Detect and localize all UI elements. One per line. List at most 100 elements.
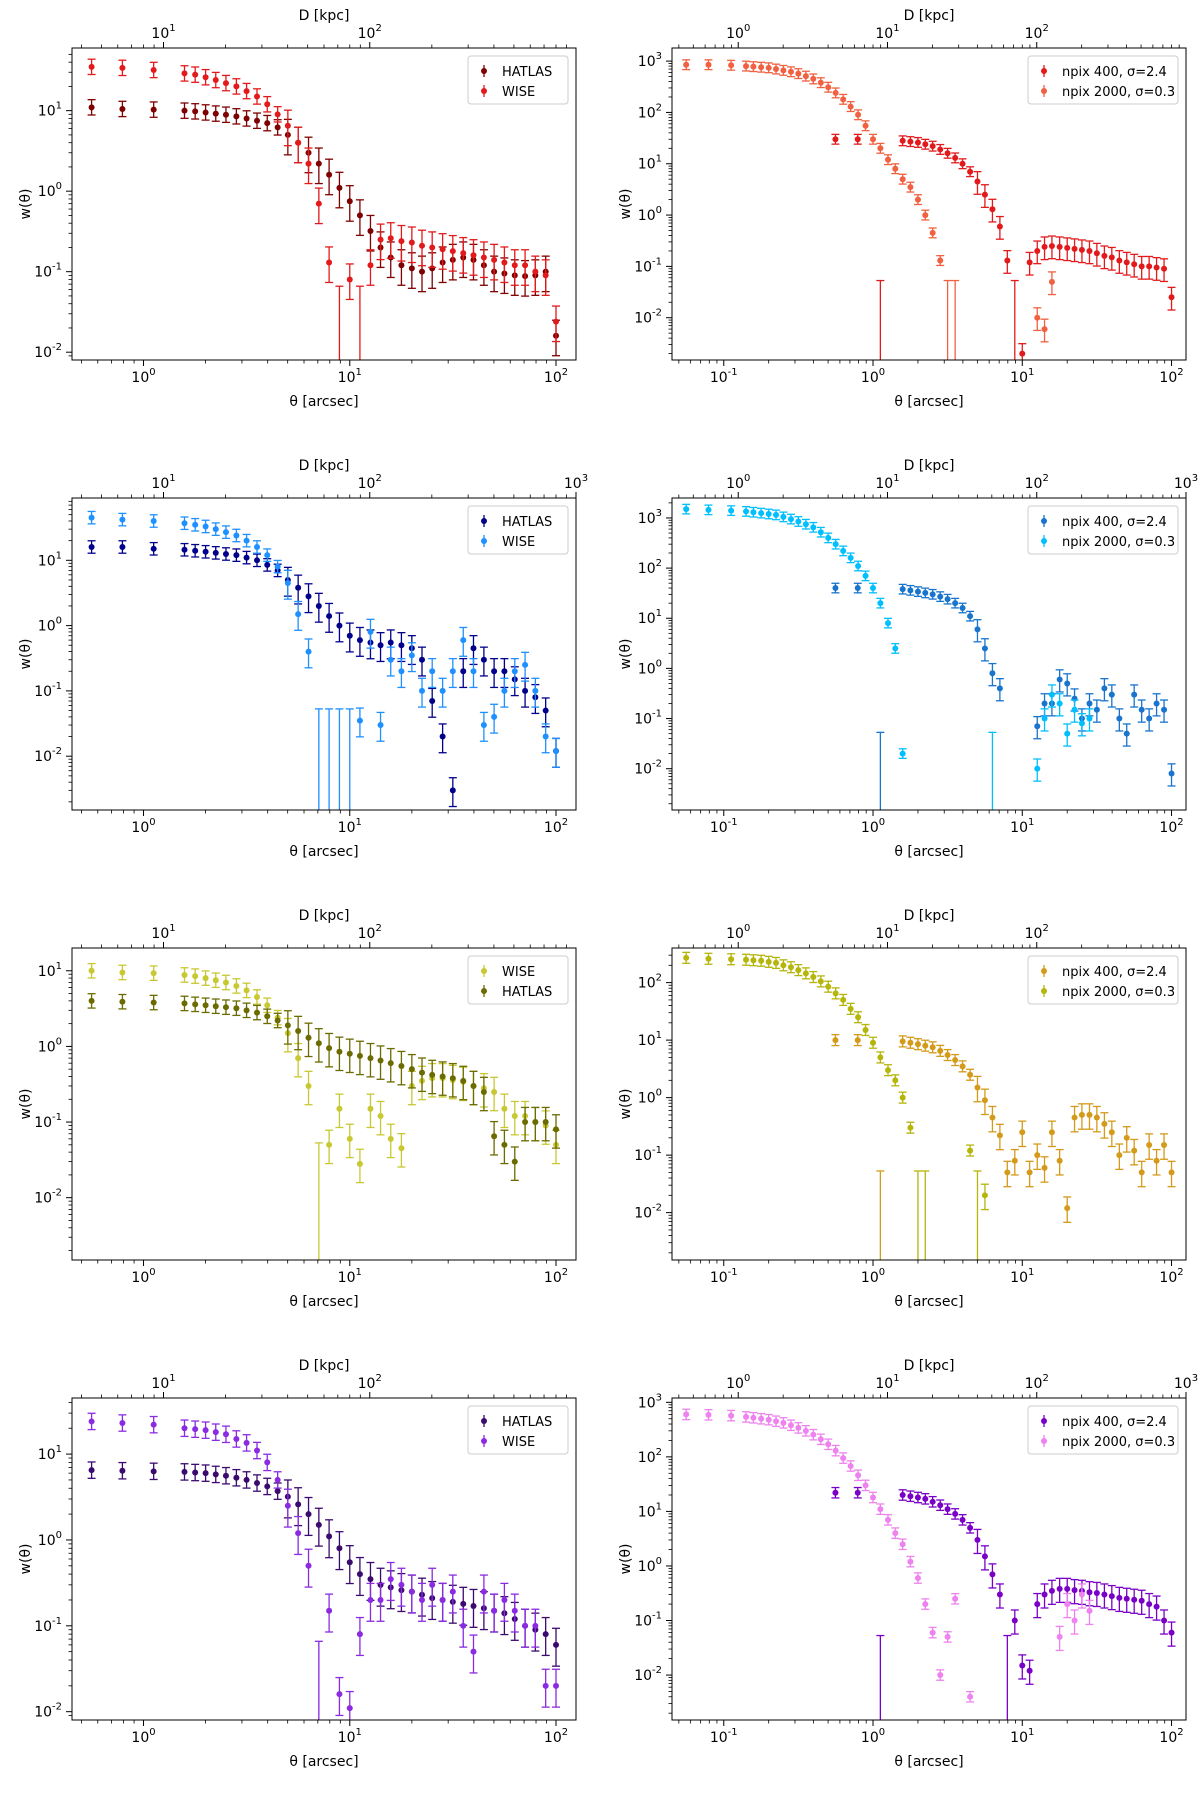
legend: npix 400, σ=2.4 npix 2000, σ=0.3 xyxy=(1027,1405,1179,1455)
data-point xyxy=(419,687,426,694)
data-point xyxy=(233,552,240,559)
data-point xyxy=(959,1516,966,1523)
data-point xyxy=(847,1463,854,1470)
data-point xyxy=(460,668,467,675)
data-point xyxy=(914,1041,921,1048)
data-point xyxy=(1048,691,1055,698)
data-point xyxy=(264,552,271,559)
data-point xyxy=(511,1607,518,1614)
y-tick-label: 10-1 xyxy=(34,1616,62,1635)
data-point xyxy=(907,1558,914,1565)
data-point xyxy=(981,645,988,652)
y-tick-label: 101 xyxy=(638,1501,662,1520)
data-point xyxy=(952,154,959,161)
series-1 xyxy=(87,510,561,810)
top-axis-label: D [kpc] xyxy=(299,1358,350,1374)
legend-marker xyxy=(481,1438,487,1444)
data-point xyxy=(367,1055,374,1062)
data-point xyxy=(967,1524,974,1531)
data-point xyxy=(532,1119,539,1126)
data-point xyxy=(1108,1129,1115,1136)
data-point xyxy=(1026,1169,1033,1176)
top-tick-label: 101 xyxy=(875,923,899,942)
data-point xyxy=(449,1588,456,1595)
legend-label: npix 400, σ=2.4 xyxy=(1062,515,1167,530)
data-point xyxy=(825,1441,832,1448)
data-point xyxy=(181,546,188,553)
top-axis-label: D [kpc] xyxy=(299,8,350,24)
legend: npix 400, σ=2.4 npix 2000, σ=0.3 xyxy=(1027,505,1179,555)
data-point xyxy=(553,748,560,755)
data-point xyxy=(817,1436,824,1443)
top-axis-label: D [kpc] xyxy=(299,458,350,474)
data-point xyxy=(1064,680,1071,687)
data-point xyxy=(274,1476,281,1483)
data-point xyxy=(377,1596,384,1603)
data-point xyxy=(356,1052,363,1059)
legend-marker xyxy=(1041,988,1047,994)
x-tick-label: 102 xyxy=(1159,367,1183,386)
top-axis-label: D [kpc] xyxy=(904,8,955,24)
top-tick-label: 101 xyxy=(875,23,899,42)
data-point xyxy=(522,1119,529,1126)
data-point xyxy=(914,139,921,146)
data-point xyxy=(1108,254,1115,261)
top-tick-label: 101 xyxy=(151,23,175,42)
data-point xyxy=(150,545,157,552)
data-point xyxy=(264,1013,271,1020)
data-point xyxy=(870,585,877,592)
data-point xyxy=(305,1562,312,1569)
data-point xyxy=(449,1075,456,1082)
data-point xyxy=(192,973,199,980)
data-point xyxy=(212,110,219,117)
data-point xyxy=(212,526,219,533)
data-point xyxy=(847,1005,854,1012)
data-point xyxy=(810,75,817,82)
data-point xyxy=(284,1022,291,1029)
data-point xyxy=(284,579,291,586)
x-axis-label: θ [arcsec] xyxy=(289,1754,358,1770)
x-axis-label: θ [arcsec] xyxy=(894,394,963,410)
chart-panel-p3: 100 101 102 10-2 10-1 100 101 101 102 103 θ [arcse… xyxy=(18,458,588,860)
legend-box xyxy=(1027,1405,1179,1455)
legend-label: npix 2000, σ=0.3 xyxy=(1062,1435,1175,1450)
data-point xyxy=(743,508,750,515)
data-point xyxy=(1011,1157,1018,1164)
data-point xyxy=(243,88,250,95)
data-point xyxy=(243,1007,250,1014)
data-point xyxy=(264,101,271,108)
data-point xyxy=(460,250,467,257)
plot-frame xyxy=(71,947,577,1261)
data-point xyxy=(683,61,690,68)
y-tick-label: 103 xyxy=(638,508,662,527)
top-tick-label: 103 xyxy=(1174,1373,1198,1392)
data-point xyxy=(855,563,862,570)
data-point xyxy=(728,62,735,69)
data-point xyxy=(254,93,261,100)
data-point xyxy=(429,1581,436,1588)
data-point xyxy=(705,1411,712,1418)
data-point xyxy=(967,1693,974,1700)
x-tick-label: 102 xyxy=(544,367,568,386)
data-point xyxy=(1041,1164,1048,1171)
data-point xyxy=(899,1094,906,1101)
data-point xyxy=(305,593,312,600)
data-point xyxy=(840,547,847,554)
data-point xyxy=(944,1633,951,1640)
data-point xyxy=(470,1082,477,1089)
data-point xyxy=(553,1126,560,1133)
data-point xyxy=(825,983,832,990)
x-tick-label: 101 xyxy=(1010,817,1034,836)
data-point xyxy=(885,1067,892,1074)
data-point xyxy=(967,1147,974,1154)
data-point xyxy=(387,656,394,663)
data-point xyxy=(1146,1141,1153,1148)
data-point xyxy=(295,139,302,146)
data-point xyxy=(705,506,712,513)
data-point xyxy=(398,238,405,245)
data-point xyxy=(899,1541,906,1548)
chart-panel-p6: 10-1 100 101 102 10-2 10-1 100 101 102 100 101 102 θ… xyxy=(618,908,1187,1310)
data-point xyxy=(501,259,508,266)
data-point xyxy=(795,70,802,77)
data-point xyxy=(305,160,312,167)
